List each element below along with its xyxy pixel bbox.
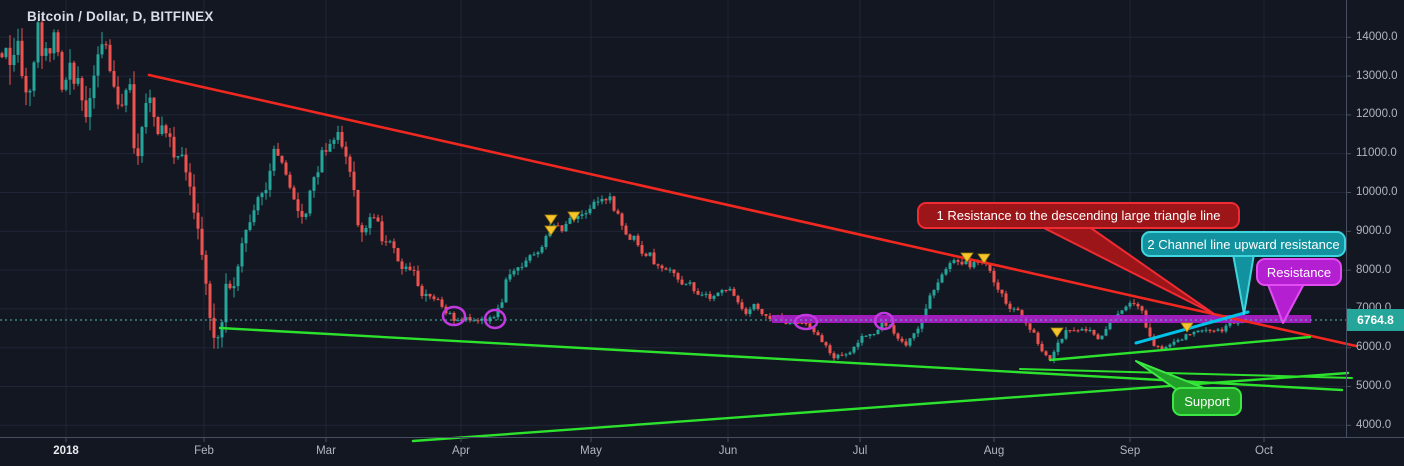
callout-resistance[interactable]: Resistance <box>1256 258 1342 286</box>
highlight-ellipse[interactable] <box>441 305 467 327</box>
time-tick-label: Mar <box>316 445 336 457</box>
trendline-upward-channel-line[interactable] <box>1134 310 1250 345</box>
sell-arrow-marker-icon[interactable] <box>567 211 581 222</box>
highlight-ellipse[interactable] <box>873 311 895 331</box>
sell-arrow-marker-icon[interactable] <box>1050 327 1064 338</box>
time-tick-label: Aug <box>983 445 1005 457</box>
candles <box>0 15 1248 364</box>
time-tick-label: 2018 <box>53 445 79 457</box>
price-tick-label: 9000.0 <box>1356 224 1392 237</box>
sell-arrow-marker-icon[interactable] <box>544 225 558 236</box>
trendline-descending-triangle-resistance[interactable] <box>147 73 1358 348</box>
sell-arrow-marker-icon[interactable] <box>977 253 991 264</box>
time-tick-label: Feb <box>194 445 214 457</box>
price-tick-label: 6000.0 <box>1356 341 1392 354</box>
time-tick-label: Apr <box>452 445 470 457</box>
time-tick-label: Jun <box>718 445 738 457</box>
price-axis[interactable]: 14000.0 13000.0 12000.0 11000.0 10000.0 9000.… <box>1346 0 1404 437</box>
price-tick-label: 10000.0 <box>1356 185 1398 198</box>
price-tick-label: 8000.0 <box>1356 263 1392 276</box>
callout-tail-support <box>1135 360 1210 391</box>
sell-arrow-marker-icon[interactable] <box>1180 322 1194 333</box>
trendline-descending-support-line[interactable] <box>218 326 1344 392</box>
price-tick-label: 13000.0 <box>1356 69 1398 82</box>
highlight-ellipse[interactable] <box>483 308 507 330</box>
time-tick-label: Oct <box>1255 445 1273 457</box>
last-price-badge: 6764.8 <box>1347 309 1404 331</box>
callout-triangle-resistance[interactable]: 1 Resistance to the descending large tri… <box>917 202 1240 229</box>
sell-arrow-marker-icon[interactable] <box>544 214 558 225</box>
time-axis[interactable]: 2018 Feb Mar Apr May Jun Jul Aug Sep Oct <box>0 437 1404 466</box>
price-tick-label: 4000.0 <box>1356 418 1392 431</box>
price-tick-label: 14000.0 <box>1356 30 1398 43</box>
price-tick-label: 5000.0 <box>1356 379 1392 392</box>
callout-channel-resistance[interactable]: 2 Channel line upward resistance <box>1141 231 1346 257</box>
price-tick-label: 11000.0 <box>1356 147 1397 160</box>
chart-title: Bitcoin / Dollar, D, BITFINEX <box>27 9 214 24</box>
price-tick-label: 12000.0 <box>1356 108 1398 121</box>
sell-arrow-marker-icon[interactable] <box>960 252 974 263</box>
trendline-minor-descending-support-line[interactable] <box>1019 368 1353 379</box>
highlight-ellipse[interactable] <box>793 313 819 331</box>
time-tick-label: Jul <box>852 445 868 457</box>
time-tick-label: May <box>580 445 602 457</box>
resistance-band[interactable] <box>772 315 1311 323</box>
callout-tail-channel-resistance <box>1232 253 1255 315</box>
time-tick-label: Sep <box>1119 445 1141 457</box>
callout-support[interactable]: Support <box>1172 387 1242 416</box>
trendline-short-ascending-support-line[interactable] <box>1048 335 1312 362</box>
